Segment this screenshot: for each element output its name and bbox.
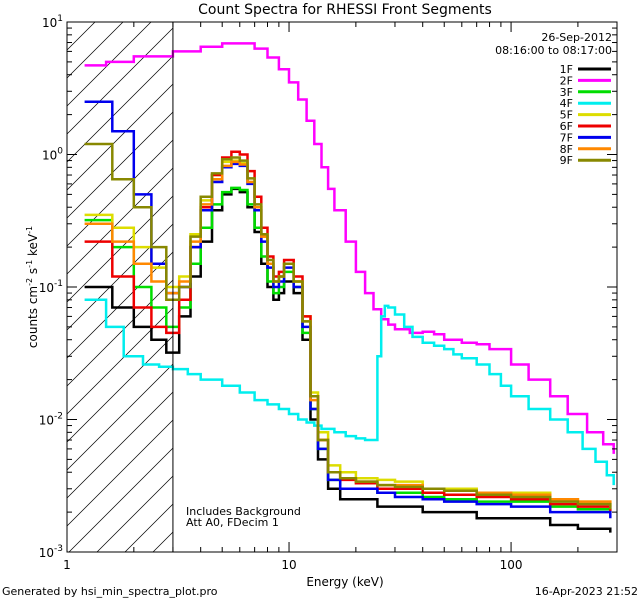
axis-ticks: [66, 21, 618, 553]
x-tick-label: 100: [500, 558, 523, 572]
legend-label-5F: 5F: [560, 109, 573, 122]
hatch-line: [67, 55, 173, 163]
chart-title: Count Spectra for RHESSI Front Segments: [198, 2, 492, 18]
x-tick-label: 10: [281, 558, 296, 572]
legend-label-1F: 1F: [560, 63, 573, 76]
date-annotation: 26-Sep-2012: [541, 31, 612, 44]
legend-label-9F: 9F: [560, 154, 573, 167]
legend-label-6F: 6F: [560, 120, 573, 133]
legend-label-4F: 4F: [560, 97, 573, 110]
series-1F-line: [84, 187, 612, 533]
legend-label-7F: 7F: [560, 131, 573, 144]
legend-label-3F: 3F: [560, 86, 573, 99]
series-9F-line: [84, 142, 612, 510]
hatch-line: [68, 447, 173, 552]
series-3F-line: [84, 186, 612, 513]
legend-label-8F: 8F: [560, 143, 573, 156]
y-axis-label: counts cm-2 s-1 keV-1: [25, 226, 40, 348]
y-tick-label: 10-1: [39, 279, 63, 295]
hatch-line: [67, 419, 173, 527]
legend-label-2F: 2F: [560, 74, 573, 87]
axis-tick-labels: 1 10 100 101 100 10-1 10-2 10-3: [39, 14, 523, 572]
series-2F-line: [84, 42, 615, 454]
series-layer: [84, 42, 615, 533]
y-tick-label: 10-3: [39, 544, 63, 560]
y-tick-label: 101: [42, 14, 63, 30]
x-tick-label: 1: [63, 558, 71, 572]
hatch-line: [67, 27, 173, 135]
series-8F-line: [84, 160, 612, 507]
series-6F-line: [84, 150, 612, 513]
hatch-line: [67, 83, 173, 191]
y-tick-label: 100: [42, 147, 63, 163]
hatch-line: [67, 363, 173, 471]
series-7F-line: [84, 100, 612, 519]
attenuator-note: Att A0, FDecim 1: [186, 516, 279, 529]
series-4F-line: [84, 298, 615, 486]
x-axis-label: Energy (keV): [306, 575, 383, 589]
series-5F-line: [84, 159, 612, 507]
background-note: Includes Background: [186, 505, 301, 518]
time-range-annotation: 08:16:00 to 08:17:00: [495, 44, 612, 57]
timestamp-note: 16-Apr-2023 21:52: [535, 585, 638, 598]
generated-by-note: Generated by hsi_min_spectra_plot.pro: [2, 585, 218, 598]
hatch-line: [67, 195, 173, 303]
hatch-line: [67, 391, 173, 499]
y-tick-label: 10-2: [39, 412, 63, 428]
